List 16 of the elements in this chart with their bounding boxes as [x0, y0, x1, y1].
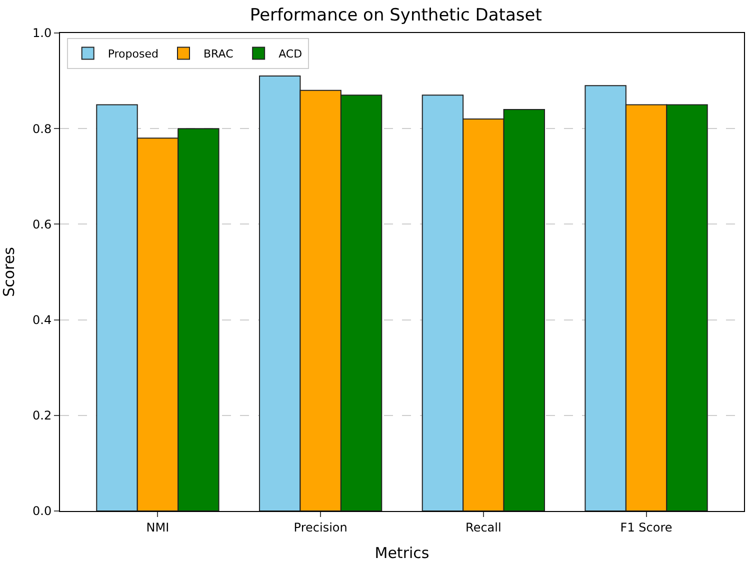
- x-tick-label: F1 Score: [620, 520, 672, 534]
- chart-title: Performance on Synthetic Dataset: [250, 5, 542, 26]
- y-tick-label: 0.8: [32, 122, 52, 136]
- y-axis-title: Scores: [0, 246, 18, 297]
- legend-label: Proposed: [108, 48, 158, 61]
- x-tick-label: Recall: [466, 520, 502, 534]
- y-tick-label: 0.2: [32, 408, 52, 423]
- y-tick-label: 1.0: [32, 26, 52, 40]
- x-tick-label: Precision: [294, 520, 348, 534]
- x-axis-title: Metrics: [374, 544, 430, 562]
- y-tick-label: 0.6: [32, 217, 52, 232]
- legend-label: ACD: [278, 48, 302, 61]
- x-tick-label: NMI: [146, 520, 170, 534]
- y-tick-label: 0.0: [32, 504, 52, 518]
- y-tick-label: 0.4: [32, 313, 52, 327]
- legend-label: BRAC: [203, 48, 234, 61]
